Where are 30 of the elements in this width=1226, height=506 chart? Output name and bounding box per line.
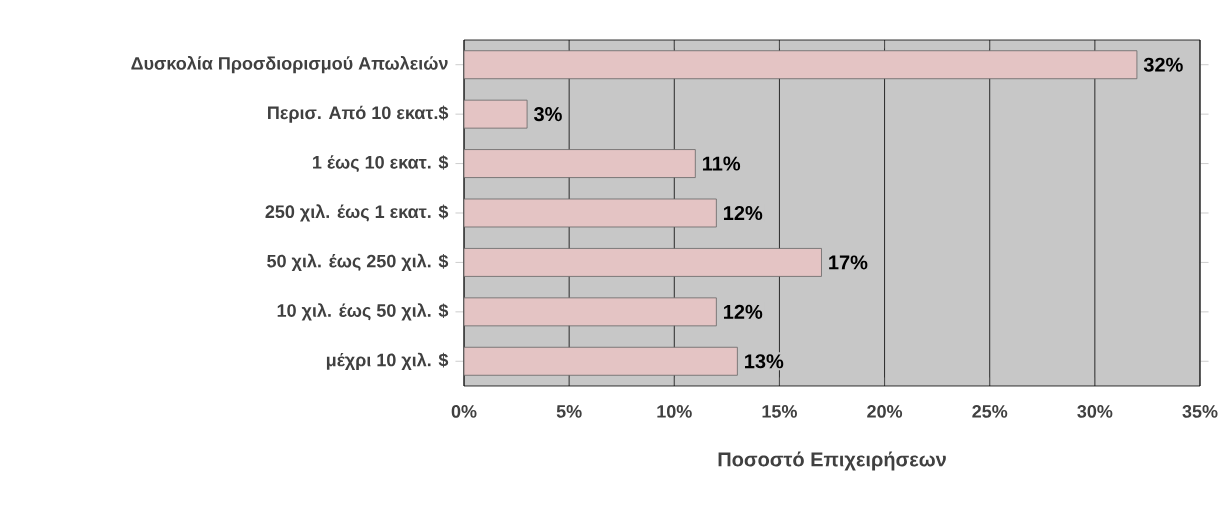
data-label: 12% <box>724 205 763 221</box>
x-tick-label: 20% <box>867 405 903 418</box>
bar <box>463 297 717 327</box>
y-tick-label: Περισ. Από 10 εκατ.$ <box>268 105 449 123</box>
y-tick-label: 50 χιλ. έως 250 χιλ. $ <box>267 253 449 272</box>
x-tick-label: 5% <box>556 405 582 418</box>
x-tick-label: 15% <box>762 405 797 418</box>
x-tick-label: 30% <box>1077 405 1113 418</box>
data-label: 11% <box>702 156 741 171</box>
y-tick-label: 250 χιλ. έως 1 εκατ. $ <box>265 204 449 222</box>
x-axis-title: Ποσοστό Επιχειρήσεων <box>718 451 946 471</box>
y-tick-label: Δυσκολία Προσδιορισμού Απωλειών <box>131 56 448 74</box>
x-tick-label: 25% <box>972 405 1008 418</box>
bar <box>463 50 1138 80</box>
data-label: 13% <box>745 354 784 369</box>
x-tick-label: 10% <box>657 405 692 418</box>
data-label: 32% <box>1143 57 1183 72</box>
x-tick-label: 35% <box>1182 405 1218 418</box>
bar <box>463 198 717 228</box>
data-label: 12% <box>724 304 763 319</box>
bar <box>463 248 822 277</box>
y-tick-label: 10 χιλ. έως 50 χιλ. $ <box>277 303 449 321</box>
bar <box>463 99 528 129</box>
data-label: 17% <box>829 255 868 270</box>
y-tick-label: 1 έως 10 εκατ. $ <box>313 155 449 172</box>
y-tick-label: μέχρι 10 χιλ. $ <box>326 352 449 370</box>
bar <box>463 346 738 376</box>
x-tick-label: 0% <box>451 405 477 418</box>
data-label: 3% <box>533 107 562 122</box>
bar <box>463 149 696 178</box>
